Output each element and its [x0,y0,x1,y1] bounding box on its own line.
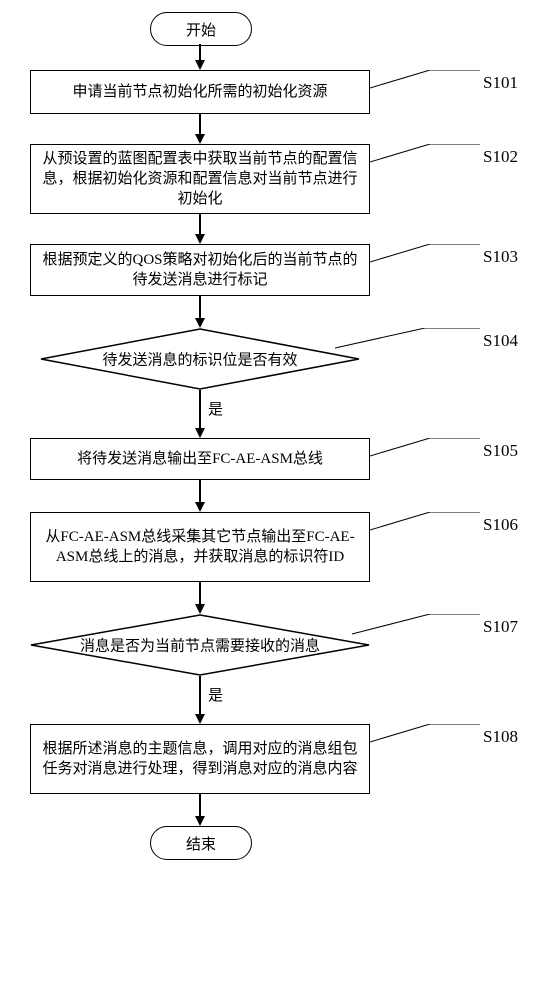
arrow [199,114,201,136]
decision-s107-text: 消息是否为当前节点需要接收的消息 [30,635,370,656]
decision-s104: 待发送消息的标识位是否有效 [40,328,360,390]
process-s106: 从FC-AE-ASM总线采集其它节点输出至FC-AE-ASM总线上的消息，并获取… [30,512,370,582]
process-s103: 根据预定义的QOS策略对初始化后的当前节点的待发送消息进行标记 [30,244,370,296]
arrow-head [195,502,205,512]
arrow-head [195,318,205,328]
leader-s107 [352,614,480,641]
process-s108: 根据所述消息的主题信息，调用对应的消息组包任务对消息进行处理，得到消息对应的消息… [30,724,370,794]
leader-s102 [370,144,480,169]
process-s103-text: 根据预定义的QOS策略对初始化后的当前节点的待发送消息进行标记 [39,250,361,291]
flowchart-container: 开始 申请当前节点初始化所需的初始化资源 S101 从预设置的蓝图配置表中获取当… [0,0,535,1000]
terminal-end-text: 结束 [186,833,216,854]
edge-yes-2: 是 [208,684,223,705]
label-s105: S105 [483,441,518,461]
process-s105: 将待发送消息输出至FC-AE-ASM总线 [30,438,370,480]
leader-s103 [370,244,480,269]
process-s102-text: 从预设置的蓝图配置表中获取当前节点的配置信息，根据初始化资源和配置信息对当前节点… [39,149,361,210]
label-s107: S107 [483,617,518,637]
arrow [199,296,201,320]
arrow [199,794,201,818]
process-s108-text: 根据所述消息的主题信息，调用对应的消息组包任务对消息进行处理，得到消息对应的消息… [39,739,361,780]
terminal-start: 开始 [150,12,252,46]
label-s108: S108 [483,727,518,747]
decision-s104-text: 待发送消息的标识位是否有效 [40,349,360,370]
arrow [199,214,201,236]
arrow-head [195,234,205,244]
arrow-head [195,60,205,70]
label-s104: S104 [483,331,518,351]
leader-s105 [370,438,480,463]
terminal-end: 结束 [150,826,252,860]
process-s101: 申请当前节点初始化所需的初始化资源 [30,70,370,114]
arrow-head [195,816,205,826]
label-s102: S102 [483,147,518,167]
label-s101: S101 [483,73,518,93]
arrow [199,582,201,606]
process-s102: 从预设置的蓝图配置表中获取当前节点的配置信息，根据初始化资源和配置信息对当前节点… [30,144,370,214]
arrow-head [195,428,205,438]
arrow-head [195,134,205,144]
process-s106-text: 从FC-AE-ASM总线采集其它节点输出至FC-AE-ASM总线上的消息，并获取… [39,527,361,568]
leader-s104 [335,328,480,355]
process-s101-text: 申请当前节点初始化所需的初始化资源 [72,82,327,102]
label-s103: S103 [483,247,518,267]
label-s106: S106 [483,515,518,535]
edge-yes-1: 是 [208,398,223,419]
terminal-start-text: 开始 [186,19,216,40]
arrow-head [195,604,205,614]
leader-s101 [370,70,480,95]
decision-s107: 消息是否为当前节点需要接收的消息 [30,614,370,676]
leader-s108 [370,724,480,749]
arrow [199,390,201,430]
leader-s106 [370,512,480,537]
arrow [199,480,201,504]
arrow [199,676,201,716]
process-s105-text: 将待发送消息输出至FC-AE-ASM总线 [77,449,323,469]
arrow-head [195,714,205,724]
